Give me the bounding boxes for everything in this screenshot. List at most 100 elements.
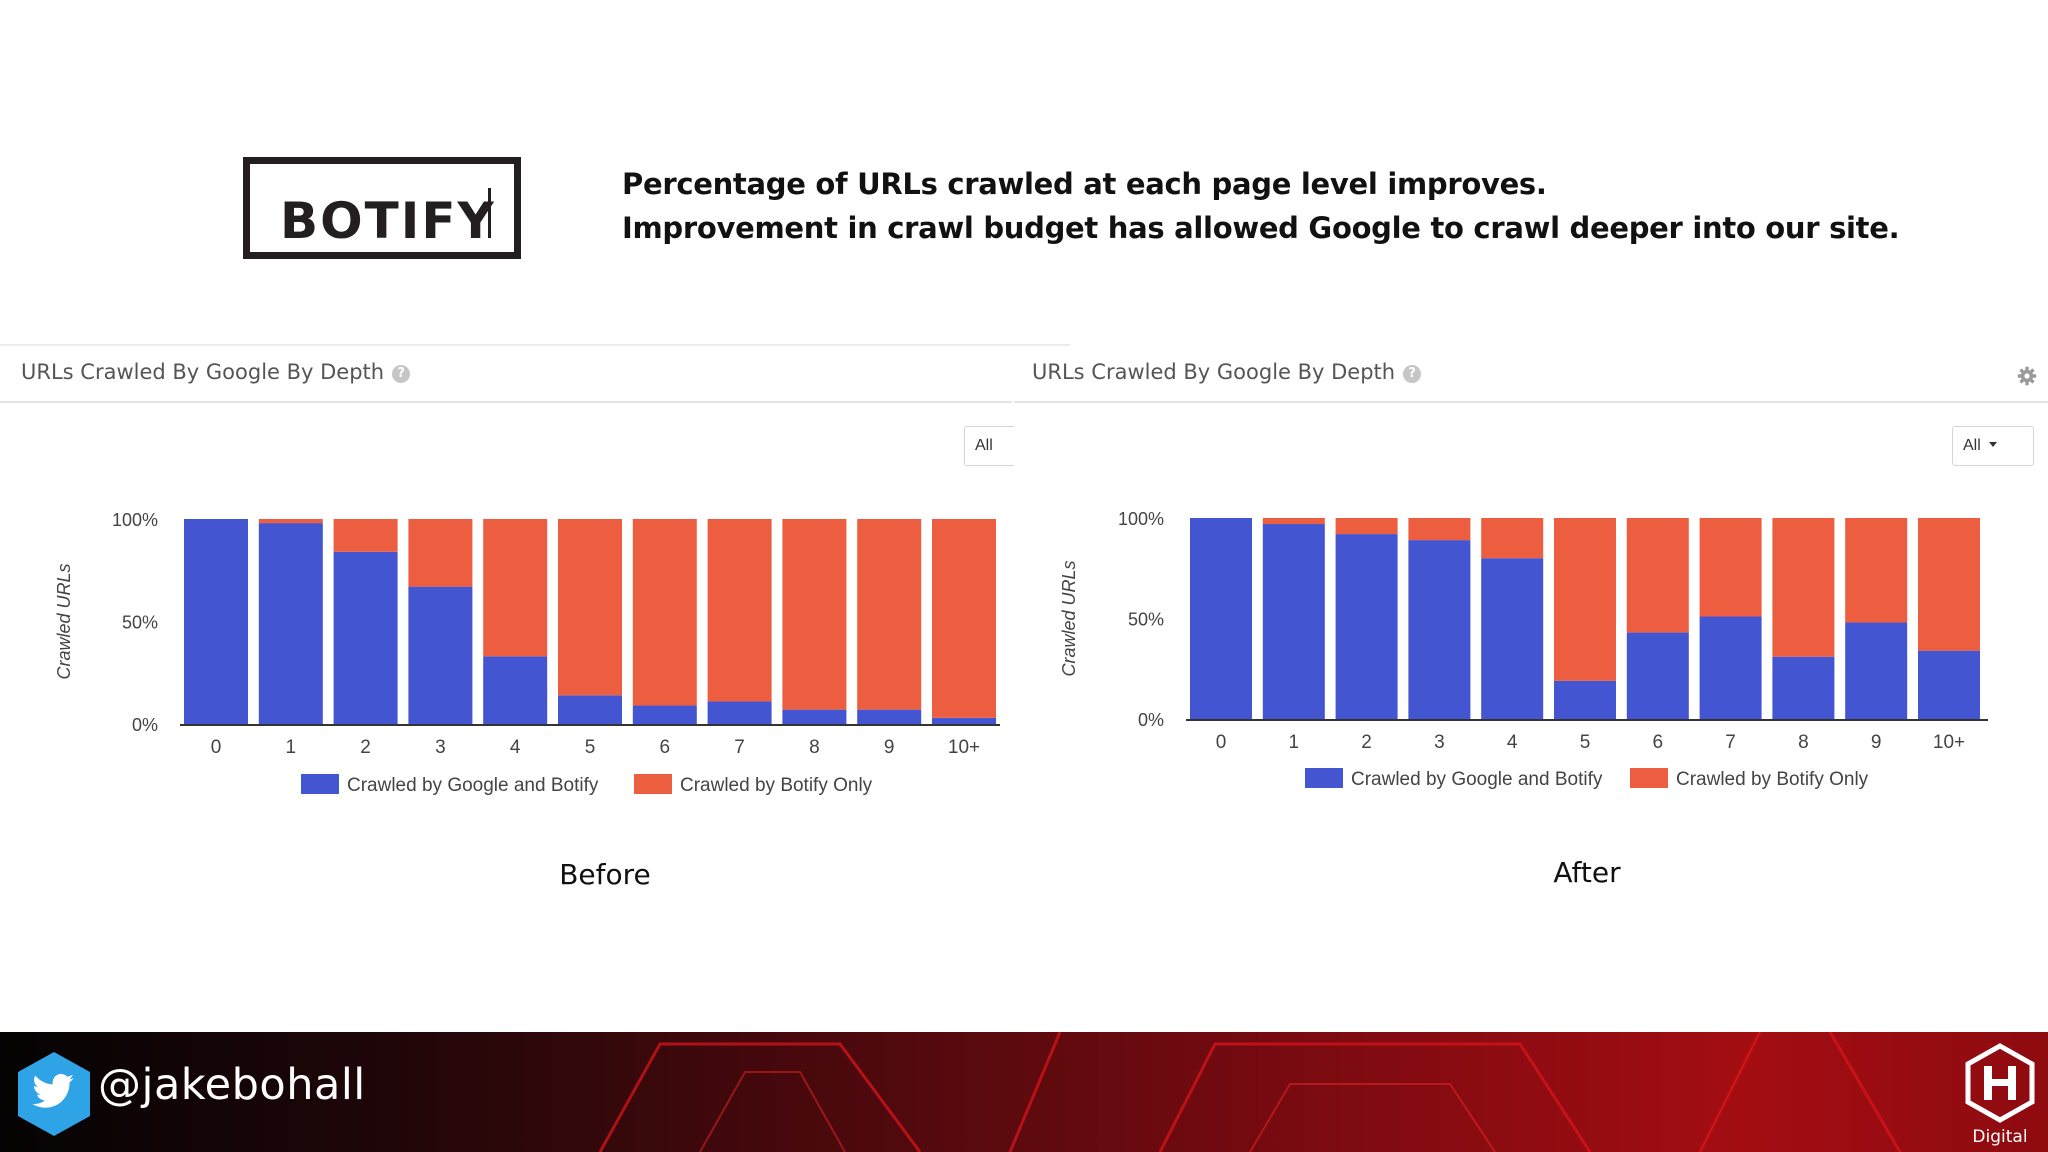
y-tick-label: 50% [122,613,158,633]
bar-segment-botify-only [1262,518,1325,525]
legend-label: Crawled by Google and Botify [1351,769,1603,790]
gear-icon[interactable] [2017,366,2037,386]
bar-segment-google-and-botify [1262,524,1325,719]
botify-logo: BOTIFY [243,157,521,259]
footer-decoration [598,1032,1902,1152]
x-tick-label: 6 [1653,732,1664,753]
headline: Percentage of URLs crawled at each page … [622,162,1922,250]
x-tick-label: 4 [1507,732,1518,753]
x-tick-label: 8 [1798,732,1809,753]
x-tick-label: 0 [1216,732,1227,753]
x-tick-label: 10+ [1933,732,1965,753]
bar-segment-botify-only [558,519,622,696]
help-icon[interactable]: ? [1403,365,1422,383]
bar-segment-google-and-botify [558,695,622,724]
bar-segment-google-and-botify [1772,656,1835,719]
panel-top-border [0,344,1070,346]
h-digital-logo: Digital [1965,1043,2035,1147]
x-tick-label: 3 [435,737,446,758]
x-tick-label: 10+ [948,737,980,758]
y-tick-label: 0% [1138,710,1164,730]
x-tick-label: 8 [809,737,820,758]
stacked-bar-chart-before: 0% 50% 100% Crawled URLs 0 1 2 3 4 5 6 7 8 9 10+ Crawle… [54,510,1000,796]
footer-banner: @jakebohall Digital [0,1032,2048,1152]
bar-segment-botify-only [707,519,772,702]
filter-dropdown-label: All [975,437,993,454]
bar-segment-botify-only [1481,518,1544,559]
legend-label: Crawled by Botify Only [1676,769,1869,790]
chart-panel-after: URLs Crawled By Google By Depth? All 0% 5… [1014,344,2048,804]
y-tick-label: 0% [132,715,158,735]
legend-swatch [1630,768,1668,788]
bar-segment-botify-only [1335,518,1398,535]
bar-segment-google-and-botify [932,717,996,724]
twitter-handle: @jakebohall [98,1060,366,1110]
help-icon[interactable]: ? [392,365,411,383]
filter-dropdown-label: All [1963,437,1981,454]
panel-divider [0,401,1012,403]
bar-segment-google-and-botify [1335,534,1398,719]
panel-title-text: URLs Crawled By Google By Depth [21,360,385,384]
bar-segment-botify-only [258,519,323,524]
bar-segment-botify-only [1408,518,1471,541]
legend-label: Crawled by Botify Only [680,775,873,796]
y-axis-label: Crawled URLs [1059,560,1079,676]
bar-segment-botify-only [1626,518,1689,633]
x-tick-label: 2 [1361,732,1372,753]
h-digital-logo-text: Digital [1972,1127,2027,1147]
bar-segment-botify-only [1845,518,1908,623]
panel-divider [1014,401,2048,403]
bar-segment-botify-only [1699,518,1762,617]
bar-segment-google-and-botify [1626,632,1689,719]
bar-segment-botify-only [782,519,847,710]
headline-line-1: Percentage of URLs crawled at each page … [622,167,1547,201]
bar-segment-google-and-botify [1481,558,1544,719]
legend-swatch [634,774,672,794]
x-tick-label: 5 [1580,732,1591,753]
bar-segment-google-and-botify [333,551,398,724]
headline-line-2: Improvement in crawl budget has allowed … [622,211,1900,245]
bar-segment-botify-only [1772,518,1835,657]
x-tick-label: 7 [1725,732,1736,753]
bar-segment-botify-only [932,519,996,718]
panel-title: URLs Crawled By Google By Depth? [21,360,411,384]
legend-label: Crawled by Google and Botify [347,775,599,796]
y-tick-label: 100% [112,510,158,530]
bar-segment-google-and-botify [483,656,548,724]
y-tick-label: 100% [1118,509,1164,529]
logo-cursor-bar [488,188,491,238]
botify-logo-text: BOTIFY [280,192,496,250]
x-tick-label: 1 [286,737,297,758]
twitter-icon[interactable] [14,1050,94,1138]
x-tick-label: 0 [211,737,222,758]
bar-segment-google-and-botify [632,705,697,724]
bar-segment-botify-only [632,519,697,706]
x-tick-label: 5 [585,737,596,758]
x-tick-label: 9 [1871,732,1882,753]
bar-segment-google-and-botify [258,523,323,724]
x-tick-label: 2 [360,737,371,758]
bar-segment-botify-only [408,519,473,587]
bar-segment-botify-only [483,519,548,657]
x-tick-label: 7 [734,737,745,758]
legend-swatch [301,774,339,794]
x-tick-label: 6 [660,737,671,758]
bar-segment-google-and-botify [1699,616,1762,719]
filter-dropdown[interactable]: All [1952,426,2034,466]
stacked-bar-chart-after: 0% 50% 100% Crawled URLs 0 1 2 3 4 5 6 7 8 9 10+ Crawle… [1059,509,1988,790]
bar-segment-google-and-botify [184,519,248,724]
x-tick-label: 9 [884,737,895,758]
bar-segment-google-and-botify [1918,650,1980,719]
y-tick-label: 50% [1128,610,1164,630]
x-tick-label: 3 [1434,732,1445,753]
bar-segment-google-and-botify [782,709,847,724]
chart-panel-before: URLs Crawled By Google By Depth? All 0% 5… [0,344,1070,804]
panel-title-text: URLs Crawled By Google By Depth [1032,360,1396,384]
legend-swatch [1305,768,1343,788]
bar-segment-google-and-botify [857,709,922,724]
panel-title: URLs Crawled By Google By Depth? [1032,360,1422,384]
bar-segment-google-and-botify [1554,680,1616,719]
filter-dropdown[interactable]: All [964,426,1014,466]
bar-segment-google-and-botify [1408,540,1471,719]
bar-segment-botify-only [857,519,922,710]
